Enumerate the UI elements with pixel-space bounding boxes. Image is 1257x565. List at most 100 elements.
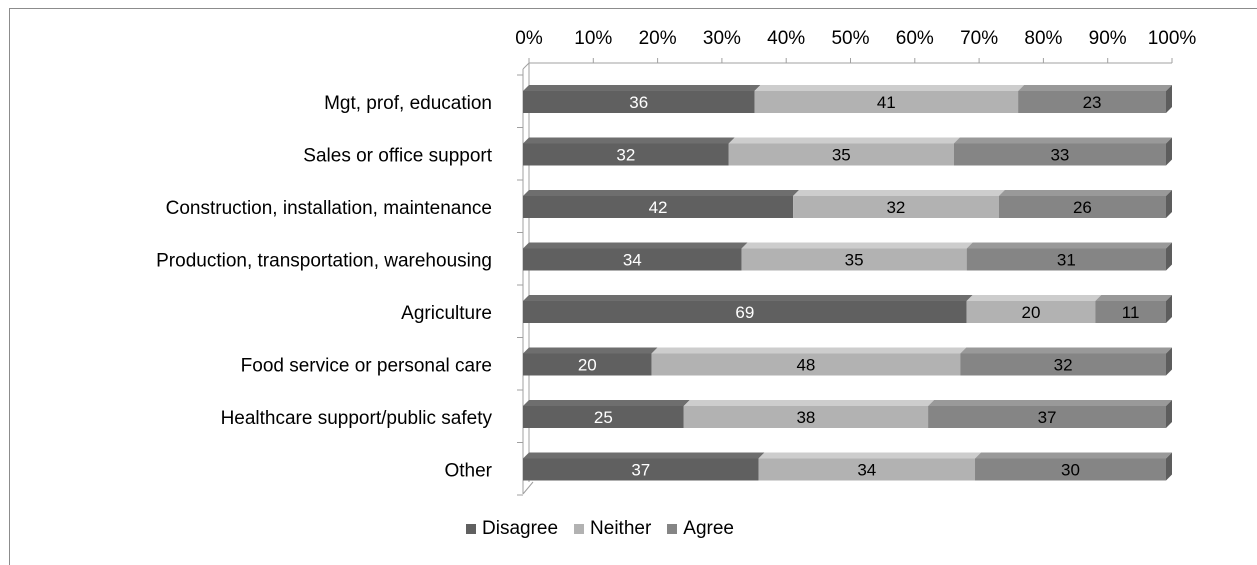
legend-item-disagree: Disagree: [466, 518, 558, 540]
bar-segment-disagree: [523, 196, 794, 218]
data-label: 41: [877, 93, 896, 112]
bar-segment-disagree: [523, 458, 759, 481]
data-label: 69: [735, 303, 754, 322]
category-label: Production, transportation, warehousing: [156, 251, 492, 272]
bar-segment-top: [523, 190, 800, 196]
bar-segment-side: [1166, 452, 1172, 481]
x-tick-label: 90%: [1089, 28, 1127, 49]
axis-layer: 0% 10% 20% 30% 40% 50% 60% 70% 80% 90% 100%: [515, 28, 1197, 496]
bar-segment-top: [523, 452, 765, 459]
category-label: Sales or office support: [303, 146, 492, 167]
legend-swatch: [574, 524, 585, 534]
x-tick-label: 40%: [767, 28, 805, 49]
data-label: 32: [1054, 356, 1073, 375]
bar-segment-disagree: [523, 248, 742, 271]
bar-segment-side: [1166, 190, 1172, 218]
x-tick-label: 30%: [703, 28, 741, 49]
x-tick-label: 0%: [515, 28, 543, 49]
chart-frame: [9, 8, 1257, 565]
bar-segment-top: [728, 137, 960, 144]
labels-layer: Mgt, prof, education Sales or office supp…: [156, 93, 1139, 482]
bar-segment-agree: [966, 248, 1166, 271]
category-label: Agriculture: [401, 303, 492, 324]
bar-segment-top: [523, 85, 761, 91]
bar-segment-top: [966, 295, 1102, 301]
legend: Disagree Neither Agree: [466, 516, 750, 542]
bar-segment-top: [1095, 295, 1172, 301]
bar-segment-neither: [651, 353, 961, 376]
bar-segment-disagree: [523, 406, 684, 428]
bar-segment-neither: [793, 196, 999, 218]
category-label: Healthcare support/public safety: [221, 408, 493, 429]
data-label: 34: [857, 461, 876, 480]
bar-segment-neither: [683, 406, 929, 428]
bar-segment-top: [523, 295, 973, 301]
data-label: 36: [629, 93, 648, 112]
data-label: 37: [631, 461, 650, 480]
legend-item-neither: Neither: [574, 518, 651, 540]
bar-segment-neither: [966, 301, 1096, 323]
data-label: 20: [578, 356, 597, 375]
data-label: 11: [1122, 303, 1140, 322]
data-label: 20: [1022, 303, 1041, 322]
data-label: 31: [1057, 251, 1076, 270]
category-label: Mgt, prof, education: [324, 93, 492, 114]
x-tick-label: 10%: [574, 28, 612, 49]
bar-segment-side: [1166, 295, 1172, 323]
data-label: 23: [1083, 93, 1102, 112]
bar-segment-side: [1166, 85, 1172, 113]
axis-corner-top: [522, 62, 530, 70]
data-label: 48: [796, 356, 815, 375]
bar-segment-agree: [960, 353, 1166, 376]
data-label: 38: [796, 408, 815, 427]
x-tick-label: 20%: [639, 28, 677, 49]
legend-swatch: [466, 524, 476, 534]
bar-segment-side: [1166, 400, 1172, 428]
data-label: 26: [1073, 198, 1092, 217]
bar-segment-top: [741, 242, 973, 249]
data-label: 33: [1050, 146, 1069, 165]
legend-label: Agree: [683, 518, 734, 539]
x-tick-label: 100%: [1148, 28, 1197, 49]
bar-segment-top: [683, 400, 935, 406]
category-label: Construction, installation, maintenance: [166, 198, 492, 219]
bar-segment-top: [960, 347, 1172, 354]
bar-segment-disagree: [523, 91, 755, 113]
bar-segment-neither: [741, 248, 967, 271]
bar-segment-top: [975, 452, 1172, 459]
bar-segment-top: [793, 190, 1005, 196]
x-tick-label: 50%: [831, 28, 869, 49]
bar-segment-agree: [1095, 301, 1166, 323]
data-label: 30: [1061, 461, 1080, 480]
bar-segment-top: [998, 190, 1172, 196]
bar-segment-top: [754, 85, 1025, 91]
bar-segment-neither: [758, 458, 976, 481]
bars-layer: [523, 85, 1172, 481]
category-label: Other: [444, 461, 492, 482]
bar-segment-top: [651, 347, 967, 354]
bar-segment-agree: [928, 406, 1166, 428]
data-label: 25: [594, 408, 613, 427]
bar-segment-top: [1018, 85, 1172, 91]
x-tick-label: 60%: [896, 28, 934, 49]
bar-segment-disagree: [523, 301, 967, 323]
bar-segment-disagree: [523, 353, 652, 376]
bar-segment-side: [1166, 137, 1172, 166]
bar-segment-top: [758, 452, 982, 459]
bar-segment-side: [1166, 242, 1172, 271]
data-label: 32: [616, 146, 635, 165]
legend-label: Neither: [590, 518, 652, 539]
bar-segment-neither: [728, 143, 954, 166]
bar-segment-top: [523, 137, 735, 144]
legend-item-agree: Agree: [667, 518, 734, 540]
bar-segment-top: [523, 400, 690, 406]
legend-swatch: [667, 524, 678, 534]
bar-segment-side: [1166, 347, 1172, 376]
data-label: 42: [649, 198, 668, 217]
data-label: 35: [832, 146, 851, 165]
bar-segment-agree: [998, 196, 1166, 218]
data-label: 35: [845, 251, 864, 270]
bar-segment-disagree: [523, 143, 729, 166]
bar-segment-agree: [1018, 91, 1166, 113]
